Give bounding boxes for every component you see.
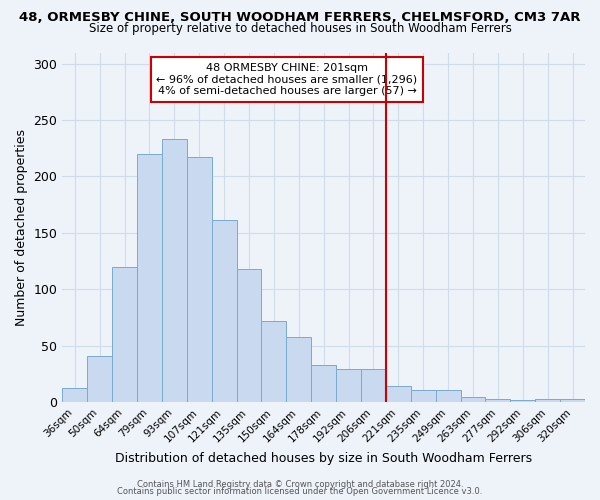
Bar bbox=[461, 398, 485, 402]
Bar bbox=[485, 398, 511, 402]
Y-axis label: Number of detached properties: Number of detached properties bbox=[15, 128, 28, 326]
Bar bbox=[311, 364, 336, 402]
Bar bbox=[262, 321, 286, 402]
Bar bbox=[137, 154, 162, 402]
Bar bbox=[162, 140, 187, 402]
Bar bbox=[361, 370, 386, 402]
X-axis label: Distribution of detached houses by size in South Woodham Ferrers: Distribution of detached houses by size … bbox=[115, 452, 532, 465]
Text: Contains HM Land Registry data © Crown copyright and database right 2024.: Contains HM Land Registry data © Crown c… bbox=[137, 480, 463, 489]
Bar bbox=[511, 400, 535, 402]
Text: Contains public sector information licensed under the Open Government Licence v3: Contains public sector information licen… bbox=[118, 487, 482, 496]
Bar bbox=[212, 220, 236, 402]
Bar bbox=[336, 370, 361, 402]
Bar bbox=[286, 336, 311, 402]
Bar bbox=[187, 158, 212, 402]
Bar bbox=[62, 388, 87, 402]
Bar bbox=[436, 390, 461, 402]
Bar bbox=[535, 398, 560, 402]
Text: 48 ORMESBY CHINE: 201sqm
← 96% of detached houses are smaller (1,296)
4% of semi: 48 ORMESBY CHINE: 201sqm ← 96% of detach… bbox=[157, 63, 418, 96]
Bar bbox=[236, 269, 262, 402]
Bar bbox=[560, 398, 585, 402]
Bar bbox=[87, 356, 112, 402]
Bar bbox=[386, 386, 411, 402]
Bar bbox=[112, 266, 137, 402]
Bar bbox=[411, 390, 436, 402]
Text: Size of property relative to detached houses in South Woodham Ferrers: Size of property relative to detached ho… bbox=[89, 22, 511, 35]
Text: 48, ORMESBY CHINE, SOUTH WOODHAM FERRERS, CHELMSFORD, CM3 7AR: 48, ORMESBY CHINE, SOUTH WOODHAM FERRERS… bbox=[19, 11, 581, 24]
